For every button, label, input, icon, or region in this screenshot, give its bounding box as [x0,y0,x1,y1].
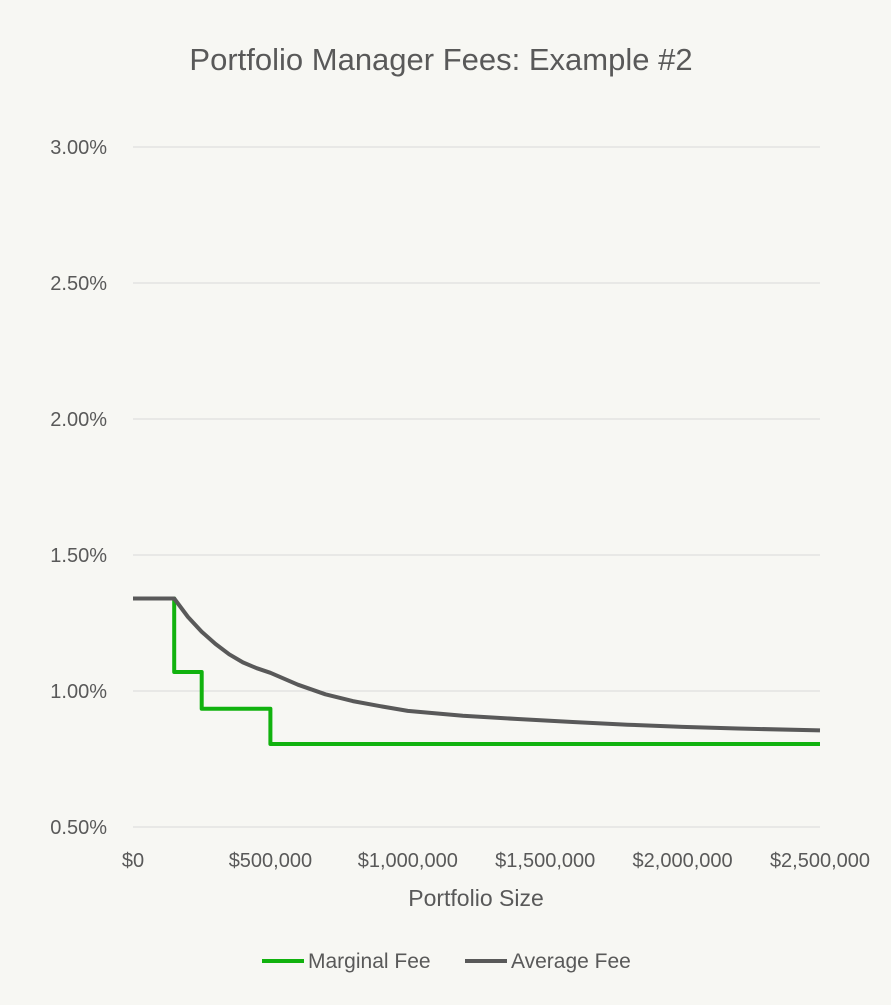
x-tick-label: $500,000 [229,850,312,872]
y-tick-label: 2.50% [50,273,107,295]
y-tick-label: 0.50% [50,817,107,839]
x-tick-label: $1,000,000 [358,850,458,872]
y-tick-label: 1.50% [50,545,107,567]
x-axis-ticks: $0 $500,000 $1,000,000 $1,500,000 $2,000,000… [122,850,870,872]
series-line-average-fee [133,596,821,733]
x-tick-label: $1,500,000 [495,850,595,872]
series-line-marginal-fee [133,596,820,746]
gridlines [133,146,820,692]
legend-label: Marginal Fee [308,950,431,973]
y-tick-label: 1.00% [50,681,107,703]
y-tick-label: 3.00% [50,137,107,159]
series [133,596,821,746]
x-axis-title: Portfolio Size [408,885,544,911]
y-tick-label: 2.00% [50,409,107,431]
x-tick-label: $0 [122,850,144,872]
legend: Marginal Fee Average Fee [262,950,631,973]
chart-title: Portfolio Manager Fees: Example #2 [189,42,692,77]
x-tick-label: $2,000,000 [633,850,733,872]
y-axis-ticks: 0.50% 1.00% 1.50% 2.00% 2.50% 3.00% [50,137,107,839]
x-tick-label: $2,500,000 [770,850,870,872]
legend-label: Average Fee [511,950,631,973]
